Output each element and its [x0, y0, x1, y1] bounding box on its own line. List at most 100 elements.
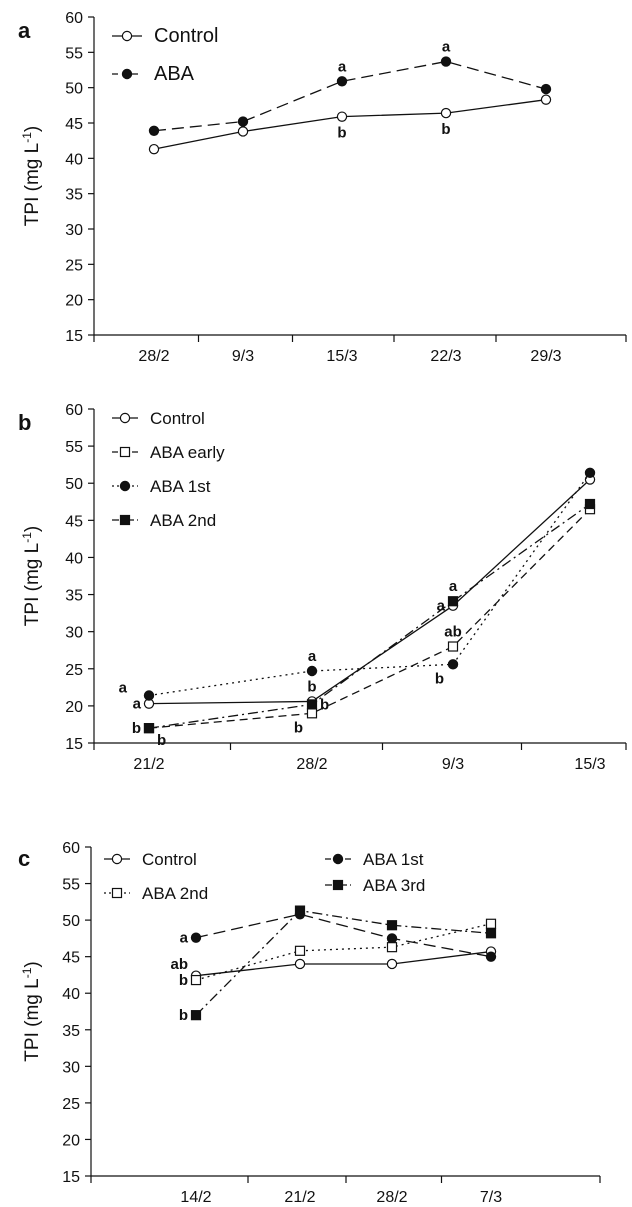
data-point [190, 932, 202, 943]
y-tick-label: 15 [65, 736, 83, 753]
significance-label: a [308, 648, 317, 665]
data-point [237, 116, 249, 127]
legend-marker [111, 853, 123, 865]
data-point [540, 94, 552, 105]
chart-panel-c: c 15 20 25 30 35 40 45 50 55 60 14/2 21/2 28/2 7/3 TPI … [18, 840, 601, 1206]
y-tick-label: 25 [65, 662, 83, 679]
data-point [386, 958, 398, 970]
x-tick-label: 22/3 [430, 348, 461, 365]
data-point [485, 928, 497, 939]
y-tick-label: 30 [62, 1059, 80, 1076]
data-point [584, 498, 596, 510]
panel-label: b [18, 410, 31, 435]
x-tick-label: 9/3 [442, 756, 464, 773]
legend-marker [119, 514, 131, 526]
significance-label: a [437, 598, 446, 615]
y-axis-label: TPI (mg L-1) [20, 961, 43, 1061]
y-tick-label: 55 [65, 45, 83, 62]
data-point [237, 126, 249, 137]
y-tick-label: 45 [65, 116, 83, 133]
y-tick-label: 50 [65, 81, 83, 98]
legend-marker [119, 480, 131, 492]
significance-label: b [337, 125, 346, 142]
y-axis-label: TPI (mg L-1) [20, 126, 43, 226]
legend-label: ABA 2nd [150, 511, 216, 530]
y-tick-label: 15 [62, 1169, 80, 1186]
series-line-control [148, 479, 591, 705]
significance-label: b [441, 121, 450, 138]
significance-label: a [180, 930, 189, 947]
legend-label: ABA 3rd [363, 876, 425, 895]
y-tick-label: 35 [62, 1023, 80, 1040]
series-line-aba-early [148, 508, 591, 729]
x-tick-label: 15/3 [574, 756, 605, 773]
series-line-aba [153, 60, 547, 132]
significance-label: ab [170, 956, 188, 973]
data-point [143, 690, 155, 701]
y-tick-label: 60 [62, 840, 80, 857]
y-tick-label: 30 [65, 222, 83, 239]
legend-marker [111, 887, 123, 899]
legend-label: ABA 1st [363, 850, 424, 869]
y-tick-label: 40 [65, 550, 83, 567]
y-tick-label: 60 [65, 402, 83, 419]
x-tick-label: 9/3 [232, 348, 254, 365]
y-tick-label: 20 [65, 699, 83, 716]
chart-panel-b: b 15 20 25 30 35 40 45 50 55 60 21/2 28/2 9/3 15/3 TPI … [18, 402, 627, 773]
data-point [294, 905, 306, 916]
data-point [190, 1010, 202, 1021]
data-point [440, 56, 452, 67]
x-tick-label: 21/2 [133, 756, 164, 773]
significance-label: b [320, 696, 329, 713]
data-point [306, 708, 318, 719]
significance-label: b [157, 732, 166, 749]
data-point [447, 641, 459, 652]
significance-label: a [442, 39, 451, 56]
data-point [306, 665, 318, 677]
data-point [336, 111, 348, 122]
x-tick-label: 7/3 [480, 1189, 502, 1206]
y-tick-label: 25 [65, 257, 83, 274]
legend-marker [119, 412, 131, 424]
y-tick-label: 50 [62, 913, 80, 930]
chart-panel-a: a 15 20 25 30 35 40 45 50 55 60 28/2 9/3 15/3 22/3 29/3… [18, 10, 627, 365]
x-tick-label: 21/2 [284, 1189, 315, 1206]
y-tick-label: 50 [65, 476, 83, 493]
significance-label: b [307, 678, 316, 695]
y-tick-label: 20 [65, 293, 83, 310]
significance-label: a [338, 58, 347, 75]
y-tick-label: 40 [62, 986, 80, 1003]
significance-label: b [435, 670, 444, 687]
legend-marker [121, 68, 133, 80]
y-tick-label: 45 [62, 950, 80, 967]
legend-label: ABA [154, 63, 195, 85]
legend-label: Control [142, 850, 197, 869]
legend-label: Control [154, 25, 218, 47]
significance-label: a [133, 696, 142, 713]
panel-label: a [18, 18, 31, 43]
legend-label: ABA early [150, 443, 225, 462]
data-point [190, 974, 202, 986]
x-tick-label: 29/3 [530, 348, 561, 365]
y-tick-label: 25 [62, 1096, 80, 1113]
legend-label: Control [150, 409, 205, 428]
data-point [148, 125, 160, 136]
x-tick-label: 28/2 [376, 1189, 407, 1206]
series-line-aba-2nd [148, 503, 591, 729]
data-point [294, 958, 306, 970]
data-point [584, 467, 596, 479]
y-tick-label: 20 [62, 1132, 80, 1149]
data-point [447, 659, 459, 670]
legend-label: ABA 2nd [142, 884, 208, 903]
data-point [148, 143, 160, 155]
series-line-aba-1st [148, 472, 591, 697]
data-point [386, 942, 398, 953]
y-tick-label: 55 [65, 439, 83, 456]
legend-label: ABA 1st [150, 477, 211, 496]
data-point [485, 918, 497, 929]
y-tick-label: 45 [65, 513, 83, 530]
data-point [440, 107, 452, 119]
y-tick-label: 15 [65, 328, 83, 345]
data-point [336, 76, 348, 87]
y-tick-label: 40 [65, 151, 83, 168]
